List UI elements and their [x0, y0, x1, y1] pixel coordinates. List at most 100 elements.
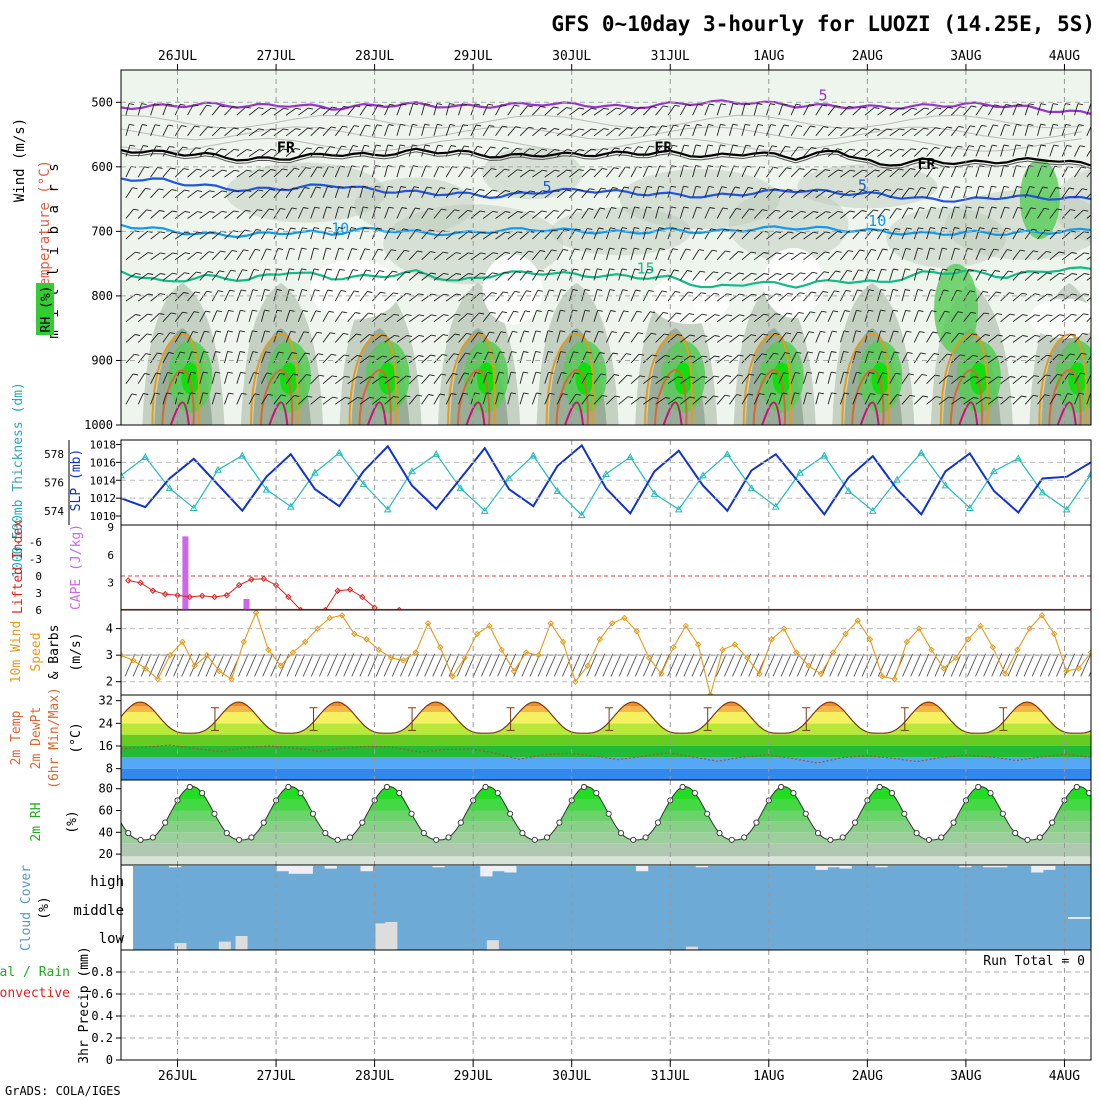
wind-barb-flag	[663, 311, 669, 314]
wind-barb-flag	[744, 103, 751, 106]
wind-barb-flag	[880, 309, 886, 312]
wind-barb-flag	[673, 124, 679, 127]
lifted-index-point	[211, 593, 218, 601]
temp-band	[121, 723, 1091, 735]
thickness-point	[214, 465, 222, 473]
wind-barb-flag	[1040, 144, 1046, 147]
wind-barb	[310, 268, 315, 281]
temp-contour-30	[957, 401, 979, 425]
surface-wind-barb	[594, 653, 606, 677]
wind-barb-flag	[574, 372, 580, 375]
wind10m-marks	[121, 610, 1091, 695]
wind-barb-flag	[970, 311, 977, 314]
wind-barb	[162, 103, 168, 116]
wind-barb	[605, 289, 611, 302]
wind-barb-flag	[331, 106, 337, 109]
wind-barb-flag	[930, 289, 936, 292]
wind-barb-flag	[500, 331, 506, 334]
wind-barb	[950, 311, 959, 322]
wind-barb	[482, 312, 491, 322]
wind-barb-flag	[563, 248, 569, 251]
wind-barb	[987, 291, 997, 302]
surface-wind-barb	[480, 653, 492, 677]
wind-barb-flag	[529, 169, 535, 172]
wind-barb	[778, 352, 786, 364]
rh-point	[704, 810, 711, 817]
wind-barb-flag	[157, 352, 163, 355]
wind-barb-flag	[724, 394, 731, 397]
wind-barb-flag	[775, 231, 782, 234]
wind-barb-flag	[424, 103, 430, 106]
wind-barb	[137, 124, 143, 136]
wind-barb	[1086, 256, 1091, 261]
temp-tick-label: 16	[99, 739, 113, 753]
wind10m-point	[179, 638, 186, 646]
wind-barb	[704, 375, 715, 385]
wind-barb	[347, 186, 352, 198]
rh-point	[1073, 783, 1080, 791]
wind-barb-flag	[516, 147, 522, 150]
wind-barb	[593, 373, 602, 384]
surface-wind-barb	[877, 653, 889, 677]
surface-wind-barb	[796, 653, 808, 677]
wind-barb-flag	[293, 373, 299, 376]
high-cloud-gap	[839, 866, 852, 869]
wind-barb-flag	[813, 231, 819, 234]
wind-barb-flag	[812, 190, 819, 192]
wind10m-point	[166, 651, 174, 659]
wind-barb	[372, 376, 383, 385]
wind-barb-flag	[369, 334, 375, 337]
wind-barb-flag	[899, 148, 905, 151]
wind-barb-flag	[467, 231, 474, 234]
wind-barb-flag	[1040, 123, 1046, 126]
wind-barb	[482, 146, 491, 157]
wind-barb-flag	[893, 330, 899, 333]
wind-barb-flag	[517, 231, 523, 234]
wind-barb	[482, 189, 493, 199]
wind-barb-flag	[267, 228, 273, 231]
wind-barb-flag	[565, 209, 571, 212]
wind-barb	[187, 231, 198, 240]
wind-barb	[532, 230, 542, 240]
wind-barb-flag	[600, 373, 606, 376]
dewpoint-line	[121, 744, 1091, 764]
rh-bright-core	[477, 362, 496, 395]
wind-barb-flag	[505, 231, 511, 234]
wind-barb-flag	[881, 351, 887, 354]
wind-barb-flag	[157, 166, 163, 169]
wind-barb	[408, 394, 418, 405]
wind-barb-flag	[590, 168, 596, 171]
wind-barb	[963, 376, 974, 385]
wind-barb-flag	[156, 145, 162, 148]
wind-barb	[150, 293, 161, 302]
wind-barb-flag	[480, 231, 486, 234]
wind-barb	[864, 351, 869, 364]
rh-point	[346, 834, 354, 841]
wind-barb-flag	[234, 190, 240, 193]
wind-barb	[532, 270, 540, 281]
wind-barb-flag	[1008, 270, 1014, 273]
wind-barb-flag	[169, 332, 175, 335]
wind-barb	[187, 251, 198, 261]
wind-barb-flag	[307, 395, 313, 398]
wind-barb-flag	[239, 330, 245, 333]
wind-barb-flag	[954, 247, 960, 250]
rh-point	[605, 810, 612, 817]
wind-barb	[803, 125, 811, 137]
surface-wind-barb	[772, 653, 784, 677]
wind-barb	[926, 166, 934, 178]
contour-label: 5	[543, 178, 552, 196]
wind-barb-flag	[929, 247, 935, 250]
wind-barb	[519, 169, 531, 178]
wind-barb	[322, 248, 327, 260]
wind-barb-flag	[172, 252, 178, 255]
wind-barb-flag	[906, 330, 912, 333]
wind-barb	[1061, 273, 1073, 281]
wind-barb	[716, 272, 727, 281]
wind-barb-flag	[477, 145, 483, 148]
x-tick-label-top: 4AUG	[1049, 49, 1080, 64]
temp-contour-30	[859, 401, 880, 425]
wind-barb-flag	[947, 375, 953, 378]
wind-barb-flag	[857, 392, 863, 395]
wind-barb	[1049, 334, 1060, 343]
